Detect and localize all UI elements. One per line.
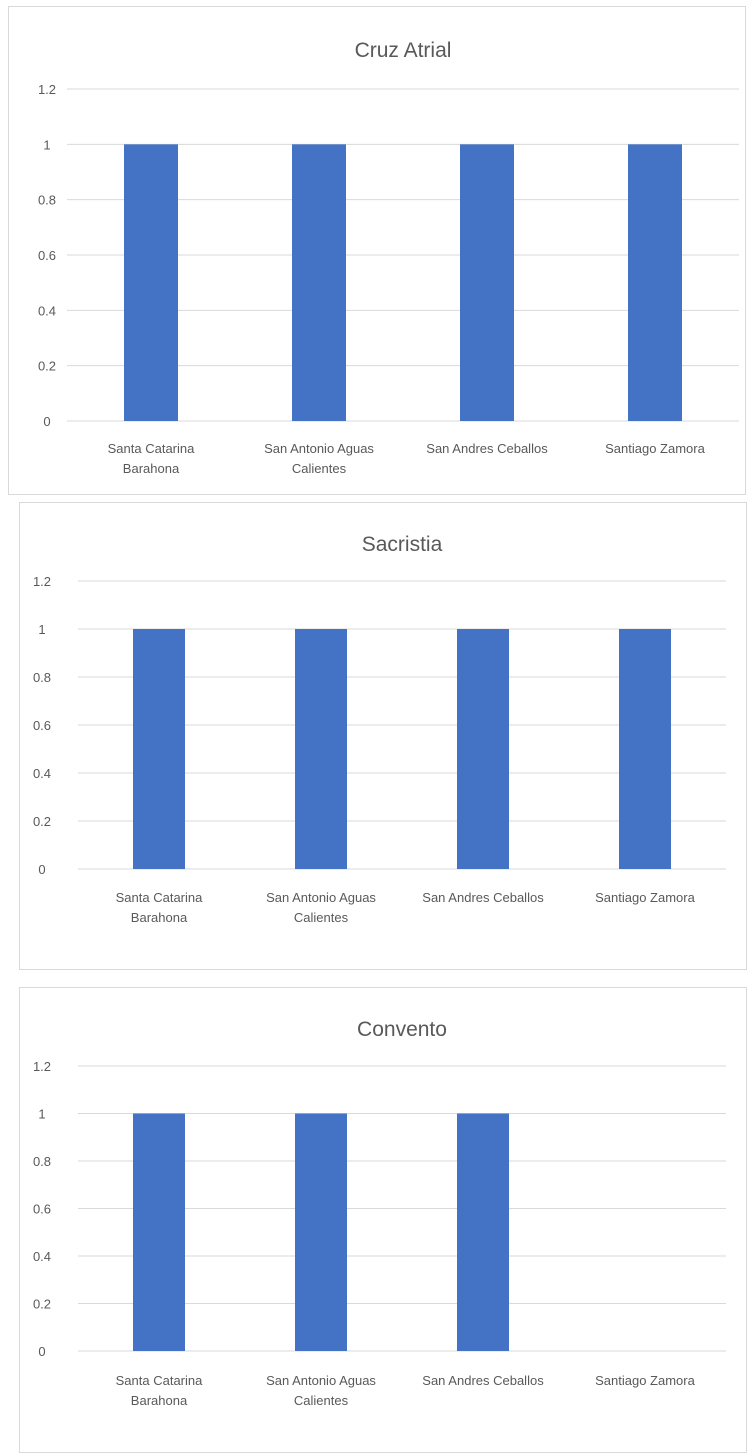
- x-category-label: San Andres Ceballos: [422, 890, 544, 905]
- chart-title: Sacristia: [362, 533, 443, 556]
- y-tick-label: 0.4: [33, 766, 51, 781]
- bar: [133, 629, 185, 869]
- x-category-label: Barahona: [131, 1393, 188, 1408]
- bar: [457, 629, 509, 869]
- bar: [295, 1113, 347, 1351]
- y-tick-label: 1.2: [38, 82, 56, 97]
- x-category-label: Santa Catarina: [108, 441, 195, 456]
- x-category-label: San Antonio Aguas: [266, 1373, 376, 1388]
- bar: [619, 629, 671, 869]
- bars: [133, 1113, 509, 1351]
- y-tick-label: 0: [38, 862, 45, 877]
- chart-convento: Convento 0 0.2 0.4 0.6 0.8 1 1.2 Santa Catarin…: [19, 987, 747, 1453]
- chart-sacristia: Sacristia 0 0.2 0.4 0.6 0.8 1 1.2 Santa Catari…: [19, 502, 747, 970]
- y-tick-label: 1.2: [33, 1059, 51, 1074]
- x-category-label: San Antonio Aguas: [266, 890, 376, 905]
- bars: [124, 144, 682, 422]
- y-tick-label: 0.2: [33, 1297, 51, 1312]
- bar: [460, 144, 514, 422]
- bars: [133, 629, 671, 869]
- x-category-label: Santiago Zamora: [595, 890, 695, 905]
- y-tick-label: 0.4: [33, 1249, 51, 1264]
- bar: [133, 1113, 185, 1351]
- y-axis-ticks: 0 0.2 0.4 0.6 0.8 1 1.2: [33, 1059, 51, 1359]
- bar: [295, 629, 347, 869]
- x-category-label: San Andres Ceballos: [422, 1373, 544, 1388]
- y-tick-label: 0.2: [38, 359, 56, 374]
- chart-convento-svg: Convento 0 0.2 0.4 0.6 0.8 1 1.2 Santa Catarin…: [33, 1018, 726, 1408]
- x-category-label: Santiago Zamora: [605, 441, 705, 456]
- chart-sacristia-svg: Sacristia 0 0.2 0.4 0.6 0.8 1 1.2 Santa Catari…: [33, 533, 726, 925]
- x-category-label: Santa Catarina: [116, 1373, 203, 1388]
- x-axis-categories: Santa Catarina Barahona San Antonio Aguas C…: [108, 441, 706, 476]
- y-tick-label: 0: [38, 1344, 45, 1359]
- y-tick-label: 1.2: [33, 574, 51, 589]
- x-category-label: Barahona: [131, 910, 188, 925]
- y-tick-label: 1: [38, 622, 45, 637]
- x-category-label: Santa Catarina: [116, 890, 203, 905]
- chart-cruz-atrial: Cruz Atrial 0 0.2 0.4 0.6 0.8 1 1.2 Santa Cata…: [8, 6, 746, 495]
- bar: [457, 1113, 509, 1351]
- x-category-label: Calientes: [294, 910, 349, 925]
- x-axis-categories: Santa Catarina Barahona San Antonio Aguas C…: [116, 890, 696, 925]
- y-tick-label: 0: [43, 414, 50, 429]
- y-tick-label: 1: [43, 137, 50, 152]
- y-tick-label: 0.6: [33, 718, 51, 733]
- gridlines: [78, 580, 726, 870]
- x-category-label: Santiago Zamora: [595, 1373, 695, 1388]
- gridlines: [67, 88, 739, 422]
- chart-title: Cruz Atrial: [355, 39, 452, 62]
- y-tick-label: 0.4: [38, 303, 56, 318]
- y-tick-label: 0.8: [33, 1154, 51, 1169]
- bar: [628, 144, 682, 422]
- bar: [292, 144, 346, 422]
- y-tick-label: 0.8: [33, 670, 51, 685]
- x-category-label: San Andres Ceballos: [426, 441, 548, 456]
- chart-title: Convento: [357, 1018, 447, 1041]
- y-tick-label: 0.6: [33, 1202, 51, 1217]
- chart-cruz-atrial-svg: Cruz Atrial 0 0.2 0.4 0.6 0.8 1 1.2 Santa Cata…: [38, 39, 739, 476]
- y-tick-label: 0.6: [38, 248, 56, 263]
- y-axis-ticks: 0 0.2 0.4 0.6 0.8 1 1.2: [38, 82, 56, 429]
- x-category-label: Calientes: [294, 1393, 349, 1408]
- y-axis-ticks: 0 0.2 0.4 0.6 0.8 1 1.2: [33, 574, 51, 877]
- y-tick-label: 0.2: [33, 814, 51, 829]
- y-tick-label: 0.8: [38, 193, 56, 208]
- y-tick-label: 1: [38, 1107, 45, 1122]
- x-category-label: San Antonio Aguas: [264, 441, 374, 456]
- x-category-label: Barahona: [123, 461, 180, 476]
- bar: [124, 144, 178, 422]
- x-category-label: Calientes: [292, 461, 347, 476]
- gridlines: [78, 1065, 726, 1352]
- x-axis-categories: Santa Catarina Barahona San Antonio Aguas C…: [116, 1373, 696, 1408]
